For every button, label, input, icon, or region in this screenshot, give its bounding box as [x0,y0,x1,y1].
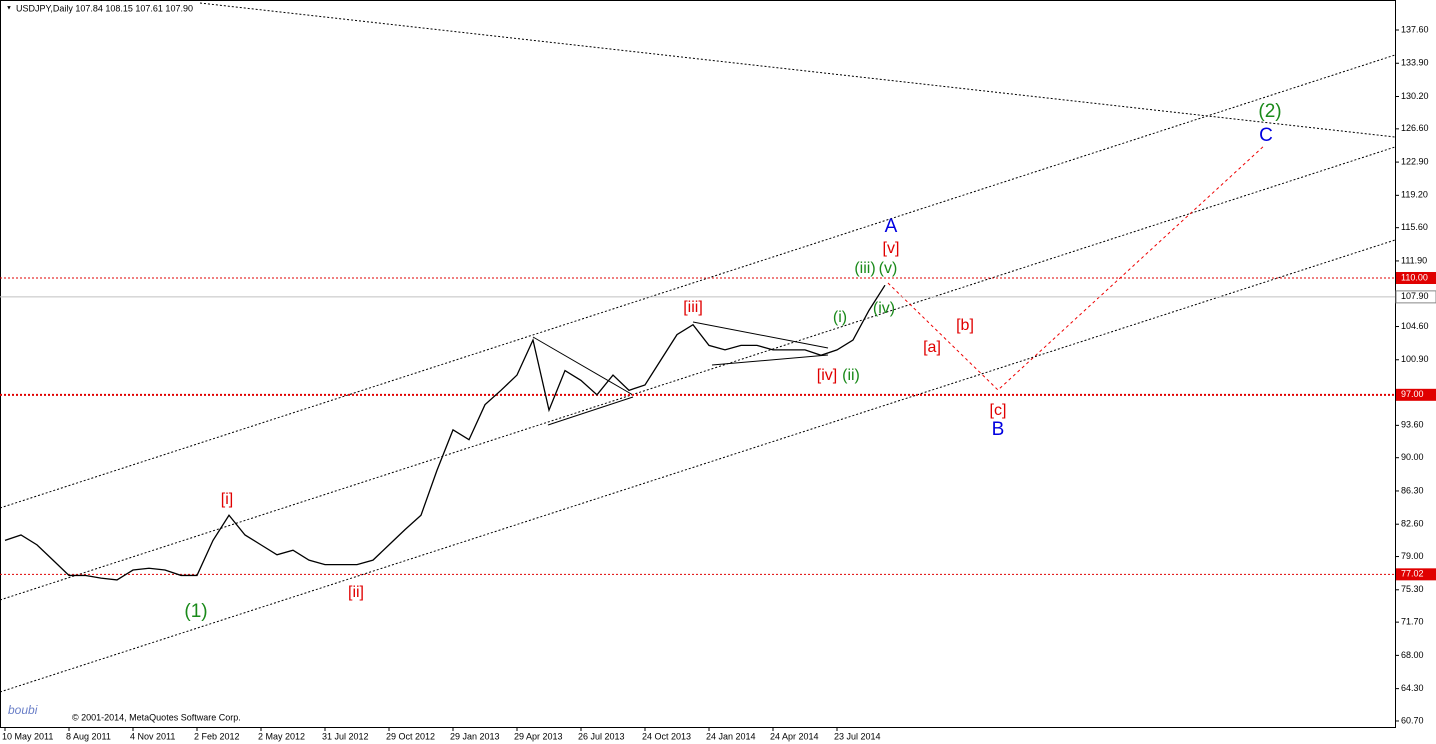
y-tick-label: 60.70 [1401,715,1424,725]
price-level-box [1395,290,1436,304]
price-level-label: 97.00 [1401,389,1424,399]
wave-label: (iii) [854,260,875,277]
x-tick-label: 29 Apr 2013 [514,731,563,741]
triangle-line [711,354,829,366]
y-tick-label: 75.30 [1401,584,1424,594]
wave-label: (2) [1258,101,1281,122]
y-tick-label: 68.00 [1401,650,1424,660]
wave-label: [v] [883,240,900,257]
x-tick-label: 26 Jul 2013 [578,731,625,741]
wave-label: A [885,216,898,237]
y-tick-label: 71.70 [1401,617,1424,627]
plot-frame [0,0,1396,728]
wave-label: [a] [923,339,941,356]
wave-label: (iv) [873,300,895,317]
price-level-box [1396,388,1436,401]
wave-label: [c] [990,402,1007,419]
x-tick-label: 10 May 2011 [2,731,53,741]
wave-label: C [1259,125,1273,146]
x-tick-label: 29 Oct 2012 [386,731,435,741]
wave-label: [iv] [817,367,837,384]
trend-line [0,239,1396,693]
y-tick-label: 79.00 [1401,551,1424,561]
y-tick-label: 104.60 [1401,321,1429,331]
x-tick-label: 8 Aug 2011 [66,731,111,741]
y-tick-label: 126.60 [1401,123,1429,133]
price-line [4,284,886,581]
trend-line [0,54,1396,509]
y-tick-label: 93.60 [1401,420,1424,430]
wave-label: [ii] [348,584,364,601]
x-tick-label: 4 Nov 2011 [130,731,175,741]
wave-label: (1) [184,601,207,622]
wave-label: B [992,419,1005,440]
x-tick-label: 31 Jul 2012 [322,731,369,741]
y-tick-label: 86.30 [1401,485,1424,495]
y-tick-label: 82.60 [1401,519,1424,529]
y-tick-label: 122.90 [1401,156,1429,166]
x-tick-label: 23 Jul 2014 [834,731,881,741]
trend-line [199,2,1396,138]
y-tick-label: 90.00 [1401,452,1424,462]
y-tick-label: 137.60 [1401,24,1429,34]
triangle-line [692,321,829,349]
price-level-label: 107.90 [1401,291,1429,301]
x-tick-label: 24 Oct 2013 [642,731,691,741]
y-tick-label: 119.20 [1401,190,1428,200]
chart-title: USDJPY,Daily 107.84 108.15 107.61 107.90 [16,3,193,13]
wave-label: (v) [879,260,898,277]
x-tick-label: 2 May 2012 [258,731,305,741]
copyright: © 2001-2014, MetaQuotes Software Corp. [72,712,241,722]
watermark: boubi [8,703,38,717]
triangle-line [532,336,634,396]
x-tick-label: 24 Apr 2014 [770,731,819,741]
wave-label: [b] [956,317,974,334]
price-level-box [1396,568,1436,581]
price-level-label: 77.02 [1401,569,1424,579]
y-tick-label: 115.60 [1401,222,1428,232]
y-tick-label: 100.90 [1401,354,1429,364]
price-level-box [1396,272,1436,285]
wave-label: [iii] [683,299,703,316]
y-tick-label: 111.90 [1401,255,1427,265]
title-arrow: ▼ [6,6,12,12]
price-level-label: 110.00 [1401,272,1428,282]
wave-label: (ii) [842,367,860,384]
x-tick-label: 24 Jan 2014 [706,731,756,741]
x-tick-label: 29 Jan 2013 [450,731,500,741]
triangle-line [547,396,634,426]
trend-lines [0,2,1396,693]
y-tick-label: 133.90 [1401,58,1429,68]
wave-label: [i] [221,491,233,508]
trend-line [0,146,1396,601]
x-tick-label: 2 Feb 2012 [194,731,240,741]
y-tick-label: 64.30 [1401,683,1424,693]
y-tick-label: 130.20 [1401,91,1429,101]
wave-label: (i) [833,309,847,326]
